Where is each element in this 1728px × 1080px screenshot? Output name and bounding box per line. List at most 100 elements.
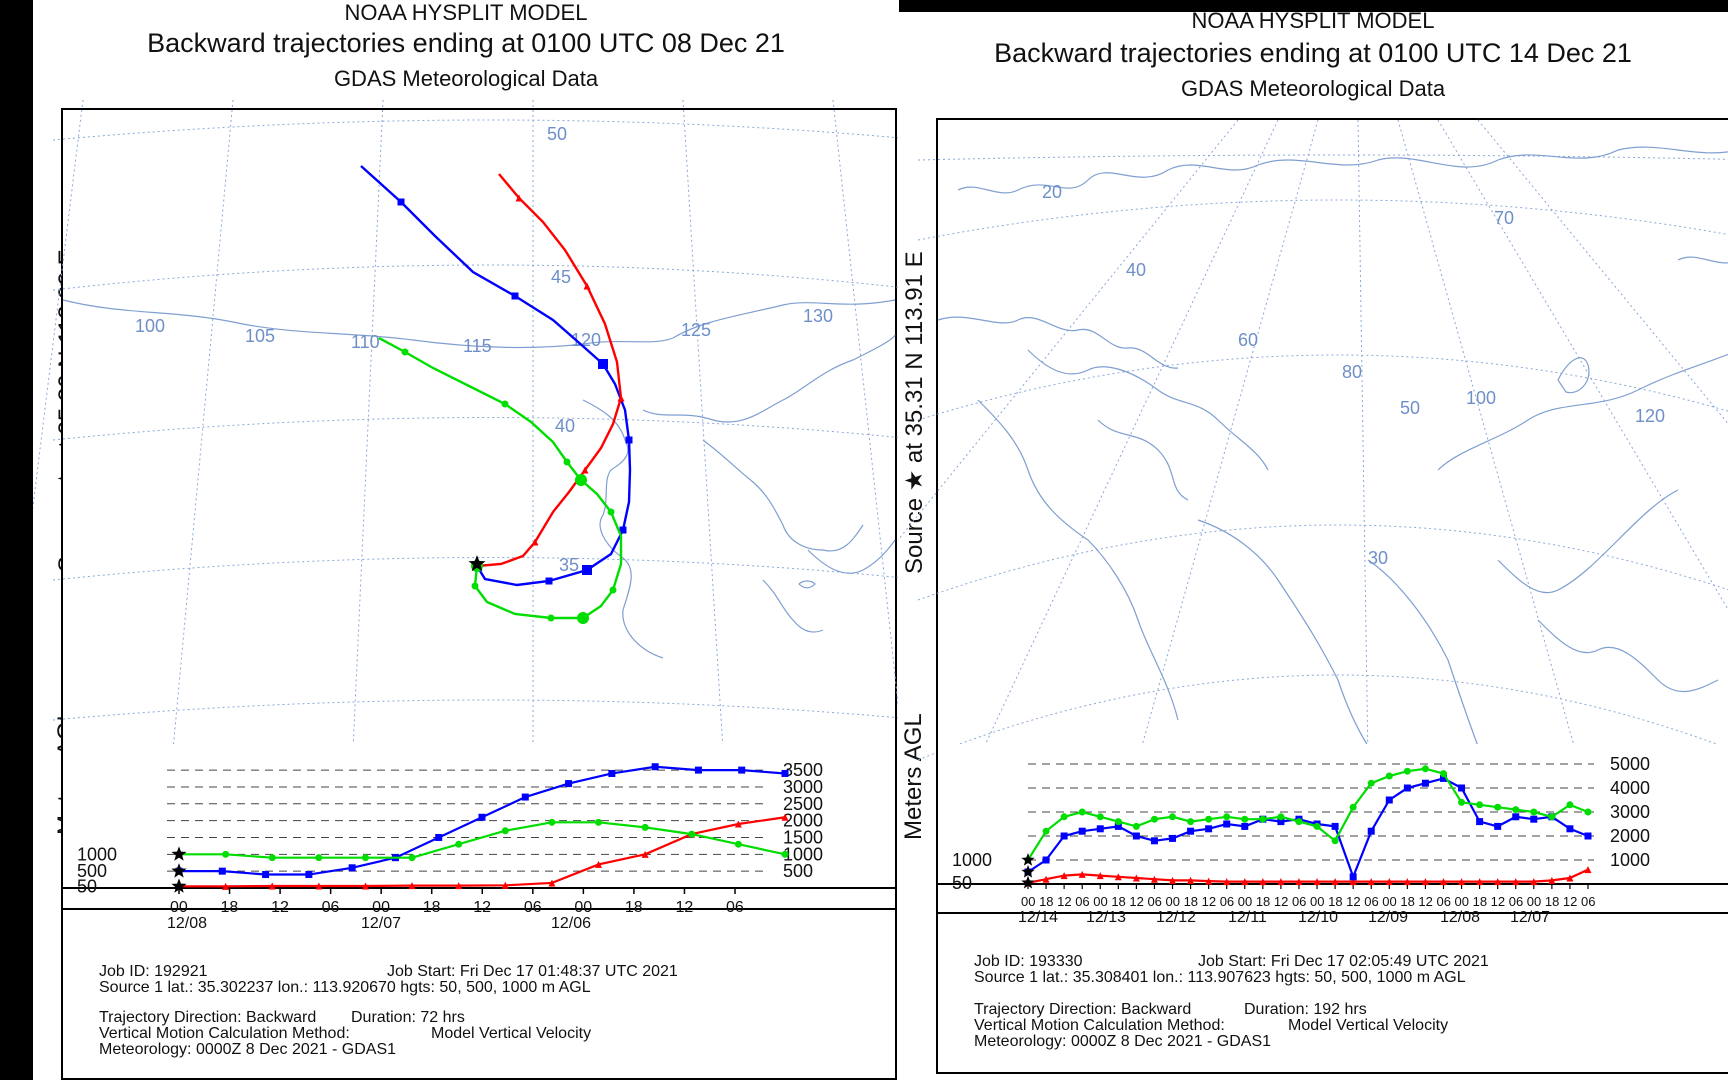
height-series-marker	[1150, 815, 1158, 823]
job-start: Job Start: Fri Dec 17 02:05:49 UTC 2021	[1198, 953, 1489, 970]
trajectory-marker	[598, 359, 608, 369]
height-series-marker	[361, 882, 369, 890]
height-tick-label: 3000	[783, 777, 823, 797]
height-series-marker	[1512, 806, 1520, 814]
height-series-marker	[1187, 876, 1195, 884]
time-tick-label: 06	[1364, 894, 1378, 909]
trajectory-marker	[397, 198, 405, 206]
height-series-marker	[1132, 832, 1140, 840]
height-tick-label: 4000	[1610, 778, 1650, 798]
height-series-marker	[1349, 878, 1357, 886]
time-tick-label: 18	[423, 899, 441, 916]
job-id: Job ID: 192921	[99, 963, 208, 980]
height-series-marker	[1458, 784, 1466, 792]
height-series-marker	[781, 813, 789, 821]
coastline	[937, 316, 1179, 369]
height-series-marker	[1530, 815, 1538, 823]
chart-title: Backward trajectories ending at 0100 UTC…	[147, 28, 785, 58]
time-tick-label: 18	[1256, 894, 1270, 909]
source-info: Source 1 lat.: 35.302237 lon.: 113.92067…	[99, 979, 591, 996]
source-height-star	[1021, 865, 1035, 878]
height-series-marker	[1584, 808, 1592, 816]
time-tick-label: 06	[1436, 894, 1450, 909]
height-series-marker	[1114, 822, 1122, 830]
source-height-star	[1021, 875, 1035, 889]
latitude-gridline	[52, 119, 899, 141]
height-profile: 5000 4000 3000 2000 1000 1000 50 00 18 12 06 00 18 12…	[936, 744, 1728, 926]
height-series-marker	[1530, 878, 1538, 886]
height-series-marker	[694, 766, 702, 774]
height-tick-label: 2500	[783, 794, 823, 814]
height-series-marker	[595, 860, 603, 868]
longitude-gridline	[172, 99, 234, 751]
trajectory-marker	[609, 586, 617, 594]
trajectory-marker	[617, 394, 625, 402]
map-svg: 70 50 30 20 40 60 80 100 120	[898, 119, 1728, 761]
trajectory-marker	[583, 282, 591, 290]
longitude-label: 125	[681, 320, 711, 340]
latitude-gridline	[917, 524, 1728, 601]
height-series-marker	[455, 840, 463, 848]
time-tick-label: 06	[1509, 894, 1523, 909]
height-series-marker	[1331, 837, 1339, 845]
latitude-gridline	[52, 699, 899, 721]
height-series-marker	[1403, 767, 1411, 775]
border-line	[62, 299, 674, 349]
trajectory-line	[360, 165, 632, 587]
height-series-marker	[408, 854, 416, 862]
date-label: 12/13	[1086, 909, 1126, 926]
height-series-marker	[1439, 878, 1447, 886]
height-profile: 3500 3000 2500 2000 1500 1000 500 1000 500 50 00 18…	[61, 744, 897, 932]
time-tick-label: 00	[1166, 894, 1180, 909]
height-series-marker	[1566, 874, 1574, 882]
time-tick-label: 06	[524, 899, 542, 916]
height-series-line	[1027, 777, 1589, 880]
time-tick-label: 00	[1238, 894, 1252, 909]
height-series-marker	[595, 818, 603, 826]
latitude-gridline	[52, 557, 899, 581]
height-series-marker	[1132, 822, 1140, 830]
latitude-gridline	[917, 154, 1728, 161]
latitude-gridline	[917, 674, 1728, 761]
height-series-marker	[1458, 798, 1466, 806]
height-series-marker	[435, 833, 443, 841]
coastline	[1557, 357, 1590, 394]
height-series-marker	[455, 882, 463, 890]
latitude-gridline	[52, 417, 899, 441]
height-series-marker	[1277, 813, 1285, 821]
latitude-gridline	[917, 354, 1728, 421]
time-tick-label: 06	[1220, 894, 1234, 909]
height-series-marker	[1078, 870, 1086, 878]
height-series-marker	[1548, 813, 1556, 821]
longitude-gridline	[977, 119, 1279, 761]
data-source-title: GDAS Meteorological Data	[1180, 76, 1446, 101]
height-series-marker	[1169, 876, 1177, 884]
island-outline	[798, 580, 816, 589]
height-series-marker	[734, 840, 742, 848]
height-tick-label: 3000	[1610, 802, 1650, 822]
source-location-label: Source ★ at 35.31 N 113.91 E	[901, 251, 928, 574]
height-series-marker	[1548, 876, 1556, 884]
height-series-marker	[565, 780, 573, 788]
height-tick-label: 5000	[1610, 754, 1650, 774]
height-series-marker	[408, 882, 416, 890]
height-series-marker	[1584, 866, 1592, 874]
start-height-label: 50	[952, 873, 972, 893]
height-series-marker	[501, 881, 509, 889]
trajectory-marker	[545, 577, 553, 585]
height-series-line	[1027, 868, 1589, 884]
height-series-marker	[361, 854, 369, 862]
border-line	[672, 299, 896, 339]
height-series-marker	[1096, 813, 1104, 821]
trajectory-marker	[563, 458, 571, 466]
height-tick-label: 2000	[783, 811, 823, 831]
source-star	[468, 555, 486, 572]
height-series-marker	[548, 818, 556, 826]
longitude-label: 105	[245, 326, 275, 346]
height-series-marker	[478, 813, 486, 821]
trajectory-panel-right: NOAA HYSPLIT MODEL Backward trajectories…	[898, 12, 1728, 1080]
longitude-gridline	[1137, 119, 1319, 761]
height-series-marker	[1421, 765, 1429, 773]
height-series-marker	[641, 823, 649, 831]
